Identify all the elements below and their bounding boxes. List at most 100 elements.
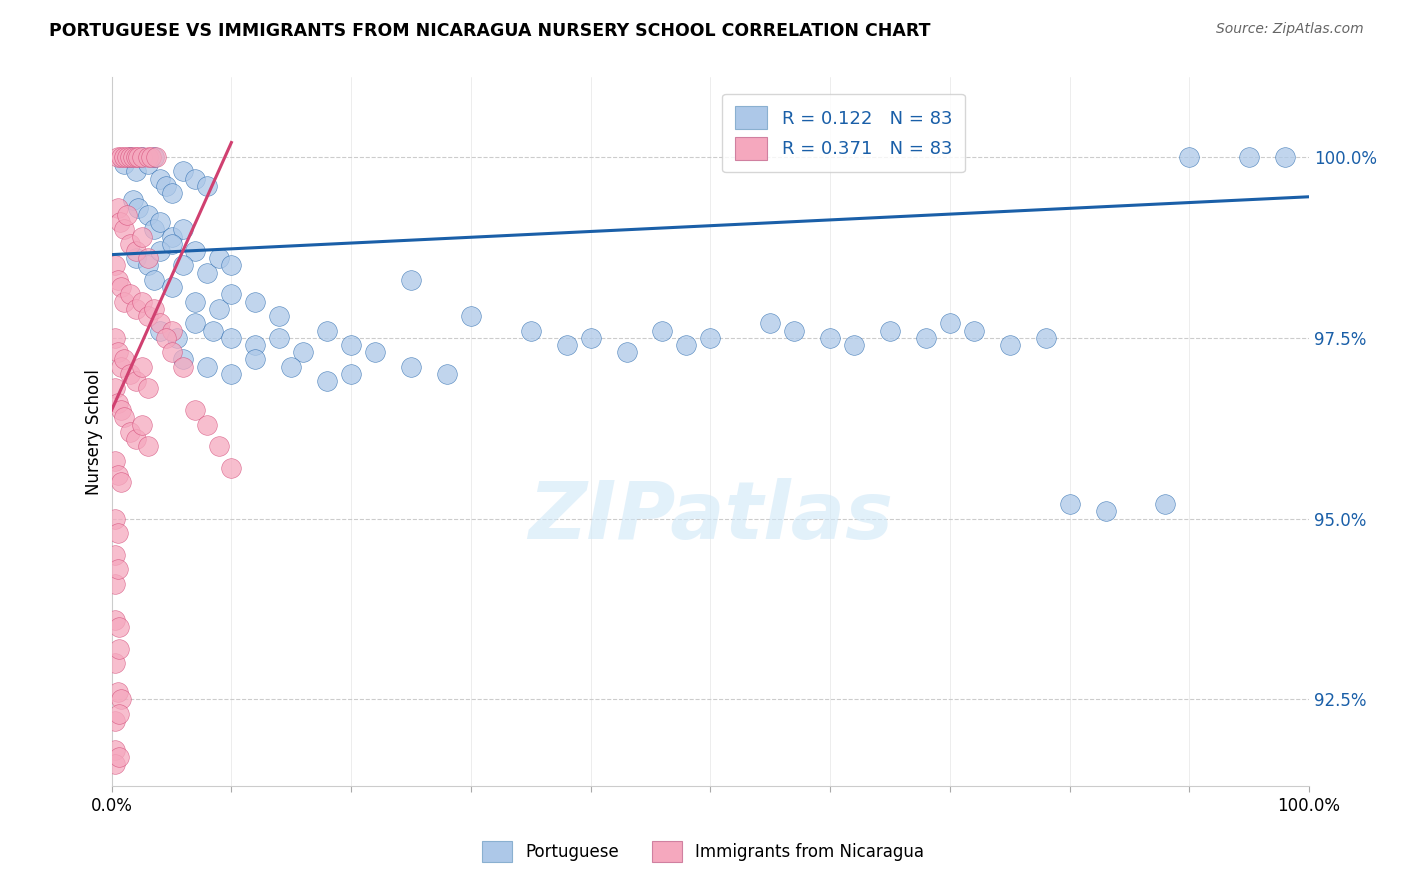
Point [166, 331, 188, 345]
Point [118, 367, 141, 381]
Point [136, 251, 159, 265]
Point [184, 316, 207, 330]
Point [118, 150, 141, 164]
Point [197, 359, 219, 374]
Point [110, 359, 132, 374]
Point [142, 150, 165, 164]
Point [118, 150, 141, 164]
Point [184, 171, 207, 186]
Point [1178, 150, 1201, 164]
Point [316, 374, 339, 388]
Point [184, 244, 207, 258]
Point [221, 367, 243, 381]
Point [818, 331, 841, 345]
Point [124, 244, 146, 258]
Point [399, 359, 422, 374]
Point [136, 208, 159, 222]
Point [127, 201, 149, 215]
Point [915, 331, 938, 345]
Point [104, 511, 127, 525]
Point [141, 150, 163, 164]
Point [145, 150, 167, 164]
Point [555, 338, 578, 352]
Point [124, 251, 146, 265]
Point [160, 236, 183, 251]
Point [118, 236, 141, 251]
Point [699, 331, 721, 345]
Point [104, 743, 127, 757]
Point [221, 331, 243, 345]
Point [112, 410, 135, 425]
Point [1094, 504, 1116, 518]
Point [245, 294, 267, 309]
Point [245, 352, 267, 367]
Point [107, 345, 129, 359]
Point [131, 150, 153, 164]
Point [269, 331, 291, 345]
Point [519, 324, 541, 338]
Point [127, 150, 149, 164]
Point [148, 215, 170, 229]
Point [118, 425, 141, 439]
Point [160, 324, 183, 338]
Point [460, 309, 482, 323]
Point [107, 526, 129, 541]
Point [110, 692, 132, 706]
Point [104, 576, 127, 591]
Point [160, 229, 183, 244]
Point [172, 259, 194, 273]
Point [136, 439, 159, 453]
Point [221, 461, 243, 475]
Point [115, 150, 138, 164]
Point [172, 164, 194, 178]
Point [104, 454, 127, 468]
Point [124, 150, 146, 164]
Point [1154, 497, 1177, 511]
Point [202, 324, 225, 338]
Point [131, 417, 153, 432]
Point [110, 403, 132, 417]
Point [136, 381, 159, 395]
Point [172, 352, 194, 367]
Point [104, 757, 127, 772]
Point [148, 171, 170, 186]
Point [436, 367, 458, 381]
Point [124, 164, 146, 178]
Point [1237, 150, 1260, 164]
Point [108, 706, 131, 721]
Point [160, 186, 183, 201]
Point [104, 657, 127, 671]
Point [122, 150, 145, 164]
Point [340, 367, 363, 381]
Point [110, 475, 132, 490]
Point [108, 641, 131, 656]
Point [108, 750, 131, 764]
Point [131, 294, 153, 309]
Point [184, 403, 207, 417]
Point [616, 345, 638, 359]
Point [842, 338, 865, 352]
Point [759, 316, 782, 330]
Point [112, 294, 135, 309]
Point [675, 338, 697, 352]
Text: Source: ZipAtlas.com: Source: ZipAtlas.com [1216, 22, 1364, 37]
Point [115, 208, 138, 222]
Point [136, 150, 159, 164]
Point [148, 316, 170, 330]
Point [108, 215, 131, 229]
Point [148, 324, 170, 338]
Point [104, 381, 127, 395]
Point [104, 259, 127, 273]
Point [1035, 331, 1057, 345]
Legend: Portuguese, Immigrants from Nicaragua: Portuguese, Immigrants from Nicaragua [474, 832, 932, 871]
Point [155, 331, 177, 345]
Point [172, 222, 194, 236]
Point [136, 259, 159, 273]
Point [160, 280, 183, 294]
Point [107, 685, 129, 699]
Point [208, 301, 231, 316]
Point [104, 714, 127, 728]
Point [221, 259, 243, 273]
Point [131, 229, 153, 244]
Point [160, 345, 183, 359]
